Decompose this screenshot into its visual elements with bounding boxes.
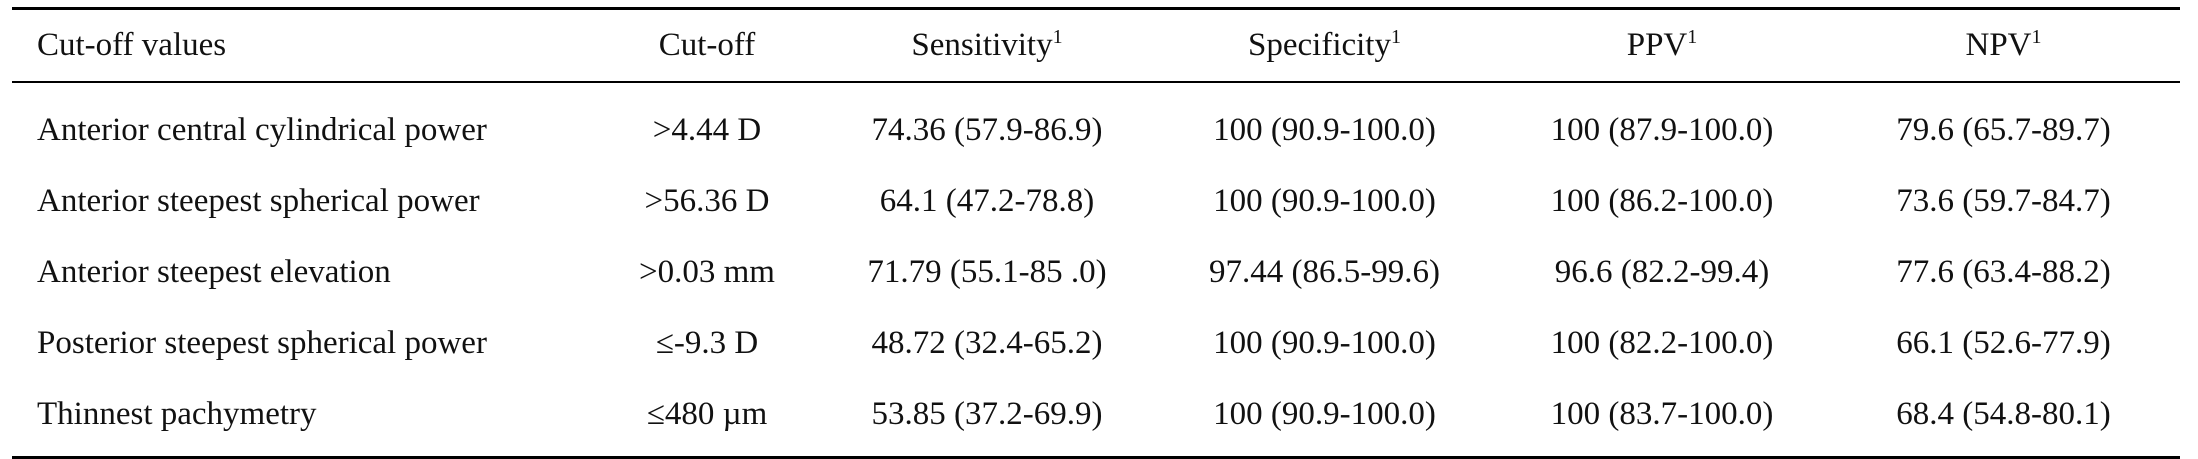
cell-cutoff: >0.03 mm (592, 237, 822, 308)
table-row: Anterior central cylindrical power >4.44… (12, 82, 2180, 166)
cutoff-values-table: Cut-off values Cut-off Sensitivity1 Spec… (12, 7, 2180, 459)
cutoff-table-container: Cut-off values Cut-off Sensitivity1 Spec… (12, 7, 2180, 459)
footnote-marker: 1 (1053, 26, 1063, 48)
cell-cutoff: >56.36 D (592, 166, 822, 237)
footnote-marker: 1 (2032, 26, 2042, 48)
cell-parameter: Anterior steepest elevation (12, 237, 592, 308)
cell-ppv: 100 (87.9-100.0) (1497, 82, 1827, 166)
cell-specificity: 100 (90.9-100.0) (1152, 82, 1497, 166)
header-sensitivity: Sensitivity1 (822, 9, 1152, 83)
cell-cutoff: ≤-9.3 D (592, 308, 822, 379)
cell-ppv: 96.6 (82.2-99.4) (1497, 237, 1827, 308)
cell-parameter: Thinnest pachymetry (12, 379, 592, 458)
cell-parameter: Posterior steepest spherical power (12, 308, 592, 379)
header-cutoff-values: Cut-off values (12, 9, 592, 83)
table-header: Cut-off values Cut-off Sensitivity1 Spec… (12, 9, 2180, 83)
cell-npv: 68.4 (54.8-80.1) (1827, 379, 2180, 458)
cell-parameter: Anterior steepest spherical power (12, 166, 592, 237)
cell-sensitivity: 53.85 (37.2-69.9) (822, 379, 1152, 458)
cell-ppv: 100 (82.2-100.0) (1497, 308, 1827, 379)
cell-npv: 77.6 (63.4-88.2) (1827, 237, 2180, 308)
cell-npv: 73.6 (59.7-84.7) (1827, 166, 2180, 237)
table-row: Thinnest pachymetry ≤480 µm 53.85 (37.2-… (12, 379, 2180, 458)
cell-cutoff: ≤480 µm (592, 379, 822, 458)
header-cutoff: Cut-off (592, 9, 822, 83)
footnote-marker: 1 (1391, 26, 1401, 48)
header-npv: NPV1 (1827, 9, 2180, 83)
cell-sensitivity: 64.1 (47.2-78.8) (822, 166, 1152, 237)
cell-npv: 66.1 (52.6-77.9) (1827, 308, 2180, 379)
header-specificity: Specificity1 (1152, 9, 1497, 83)
header-row: Cut-off values Cut-off Sensitivity1 Spec… (12, 9, 2180, 83)
cell-sensitivity: 48.72 (32.4-65.2) (822, 308, 1152, 379)
cell-cutoff: >4.44 D (592, 82, 822, 166)
table-row: Anterior steepest spherical power >56.36… (12, 166, 2180, 237)
table-body: Anterior central cylindrical power >4.44… (12, 82, 2180, 458)
cell-npv: 79.6 (65.7-89.7) (1827, 82, 2180, 166)
cell-ppv: 100 (83.7-100.0) (1497, 379, 1827, 458)
cell-specificity: 100 (90.9-100.0) (1152, 308, 1497, 379)
cell-sensitivity: 74.36 (57.9-86.9) (822, 82, 1152, 166)
cell-parameter: Anterior central cylindrical power (12, 82, 592, 166)
cell-specificity: 100 (90.9-100.0) (1152, 379, 1497, 458)
cell-sensitivity: 71.79 (55.1-85 .0) (822, 237, 1152, 308)
header-ppv: PPV1 (1497, 9, 1827, 83)
table-row: Posterior steepest spherical power ≤-9.3… (12, 308, 2180, 379)
cell-specificity: 97.44 (86.5-99.6) (1152, 237, 1497, 308)
cell-specificity: 100 (90.9-100.0) (1152, 166, 1497, 237)
table-row: Anterior steepest elevation >0.03 mm 71.… (12, 237, 2180, 308)
cell-ppv: 100 (86.2-100.0) (1497, 166, 1827, 237)
footnote-marker: 1 (1687, 26, 1697, 48)
